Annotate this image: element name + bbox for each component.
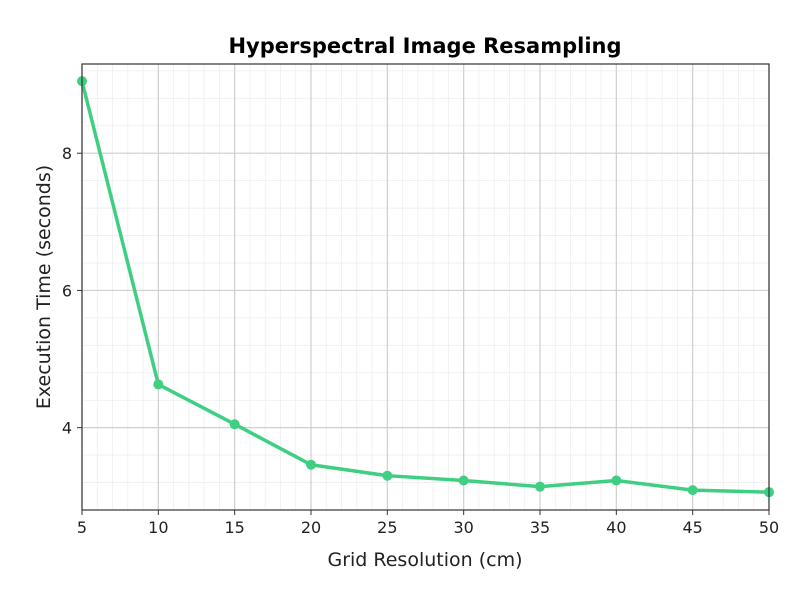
series-line: [80, 79, 771, 494]
x-tick-label: 50: [759, 518, 779, 537]
data-point: [687, 485, 698, 496]
data-point: [611, 475, 622, 486]
data-point: [153, 379, 164, 390]
data-point: [535, 481, 545, 492]
plot-frame: [81, 63, 770, 511]
x-tick-label: 10: [148, 518, 168, 537]
data-point: [458, 475, 469, 486]
data-point: [229, 419, 240, 430]
x-axis: 5 10 15 20 25 30 35 40 45 50: [77, 510, 779, 537]
x-tick-label: 20: [301, 518, 321, 537]
x-tick-label: 35: [530, 518, 550, 537]
y-tick-label: 8: [62, 144, 72, 163]
y-axis: 4 6 8: [62, 144, 82, 438]
y-tick-label: 6: [62, 281, 72, 300]
x-tick-label: 5: [77, 518, 87, 537]
x-tick-label: 30: [453, 518, 473, 537]
chart-title: Hyperspectral Image Resampling: [228, 34, 621, 58]
x-tick-label: 25: [377, 518, 397, 537]
data-point: [382, 470, 393, 481]
x-tick-label: 15: [224, 518, 244, 537]
y-tick-label: 4: [62, 419, 72, 438]
data-point: [306, 459, 316, 470]
minor-grid: [82, 64, 769, 511]
x-tick-label: 45: [682, 518, 702, 537]
x-tick-label: 40: [606, 518, 626, 537]
x-axis-label: Grid Resolution (cm): [327, 549, 522, 571]
y-axis-label: Execution Time (seconds): [33, 165, 55, 409]
